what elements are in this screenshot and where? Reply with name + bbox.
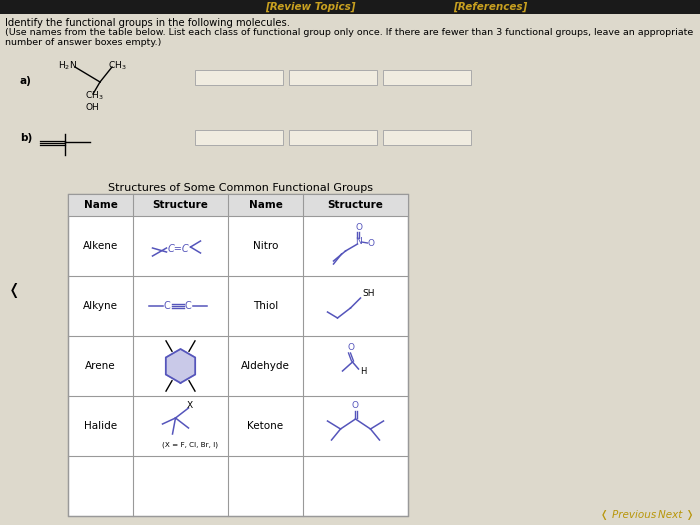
- Text: b): b): [20, 133, 32, 143]
- Text: C: C: [164, 301, 170, 311]
- Polygon shape: [166, 349, 195, 383]
- FancyBboxPatch shape: [289, 130, 377, 145]
- Text: O: O: [355, 224, 362, 233]
- FancyBboxPatch shape: [195, 70, 283, 85]
- Text: Ketone: Ketone: [247, 421, 284, 431]
- Text: H$_2$N: H$_2$N: [58, 60, 77, 72]
- Text: Structures of Some Common Functional Groups: Structures of Some Common Functional Gro…: [108, 183, 372, 193]
- Text: SH: SH: [363, 289, 375, 299]
- Text: Name: Name: [83, 200, 118, 210]
- Text: ❬ Previous: ❬ Previous: [600, 510, 657, 520]
- Text: [References]: [References]: [453, 2, 527, 12]
- Text: O: O: [352, 402, 359, 411]
- FancyBboxPatch shape: [383, 130, 471, 145]
- Text: H: H: [360, 366, 367, 375]
- Text: Aldehyde: Aldehyde: [241, 361, 290, 371]
- Text: O: O: [368, 238, 375, 247]
- FancyBboxPatch shape: [68, 194, 408, 516]
- Text: Name: Name: [248, 200, 282, 210]
- Text: Alkyne: Alkyne: [83, 301, 118, 311]
- Text: Structure: Structure: [328, 200, 384, 210]
- FancyBboxPatch shape: [383, 70, 471, 85]
- Text: number of answer boxes empty.): number of answer boxes empty.): [5, 38, 162, 47]
- FancyBboxPatch shape: [68, 194, 408, 216]
- Text: Identify the functional groups in the following molecules.: Identify the functional groups in the fo…: [5, 18, 290, 28]
- Text: Nitro: Nitro: [253, 241, 278, 251]
- Text: Alkene: Alkene: [83, 241, 118, 251]
- FancyBboxPatch shape: [195, 130, 283, 145]
- Text: Structure: Structure: [153, 200, 209, 210]
- FancyBboxPatch shape: [0, 0, 700, 14]
- Text: a): a): [20, 76, 32, 86]
- Text: [Review Topics]: [Review Topics]: [265, 2, 355, 12]
- Text: N: N: [355, 236, 362, 246]
- Text: ❬: ❬: [8, 282, 21, 298]
- Text: CH$_3$: CH$_3$: [85, 90, 104, 102]
- Text: (X = F, Cl, Br, I): (X = F, Cl, Br, I): [162, 442, 218, 448]
- Text: Thiol: Thiol: [253, 301, 278, 311]
- Text: OH: OH: [85, 103, 99, 112]
- Text: (Use names from the table below. List each class of functional group only once. : (Use names from the table below. List ea…: [5, 28, 693, 37]
- Text: CH$_3$: CH$_3$: [108, 60, 127, 72]
- Text: Next ❭: Next ❭: [658, 510, 694, 520]
- Text: Halide: Halide: [84, 421, 117, 431]
- Text: Arene: Arene: [85, 361, 116, 371]
- Text: O: O: [347, 343, 354, 352]
- FancyBboxPatch shape: [289, 70, 377, 85]
- Text: X: X: [186, 401, 193, 410]
- Text: C=C: C=C: [167, 244, 189, 254]
- Text: C: C: [185, 301, 191, 311]
